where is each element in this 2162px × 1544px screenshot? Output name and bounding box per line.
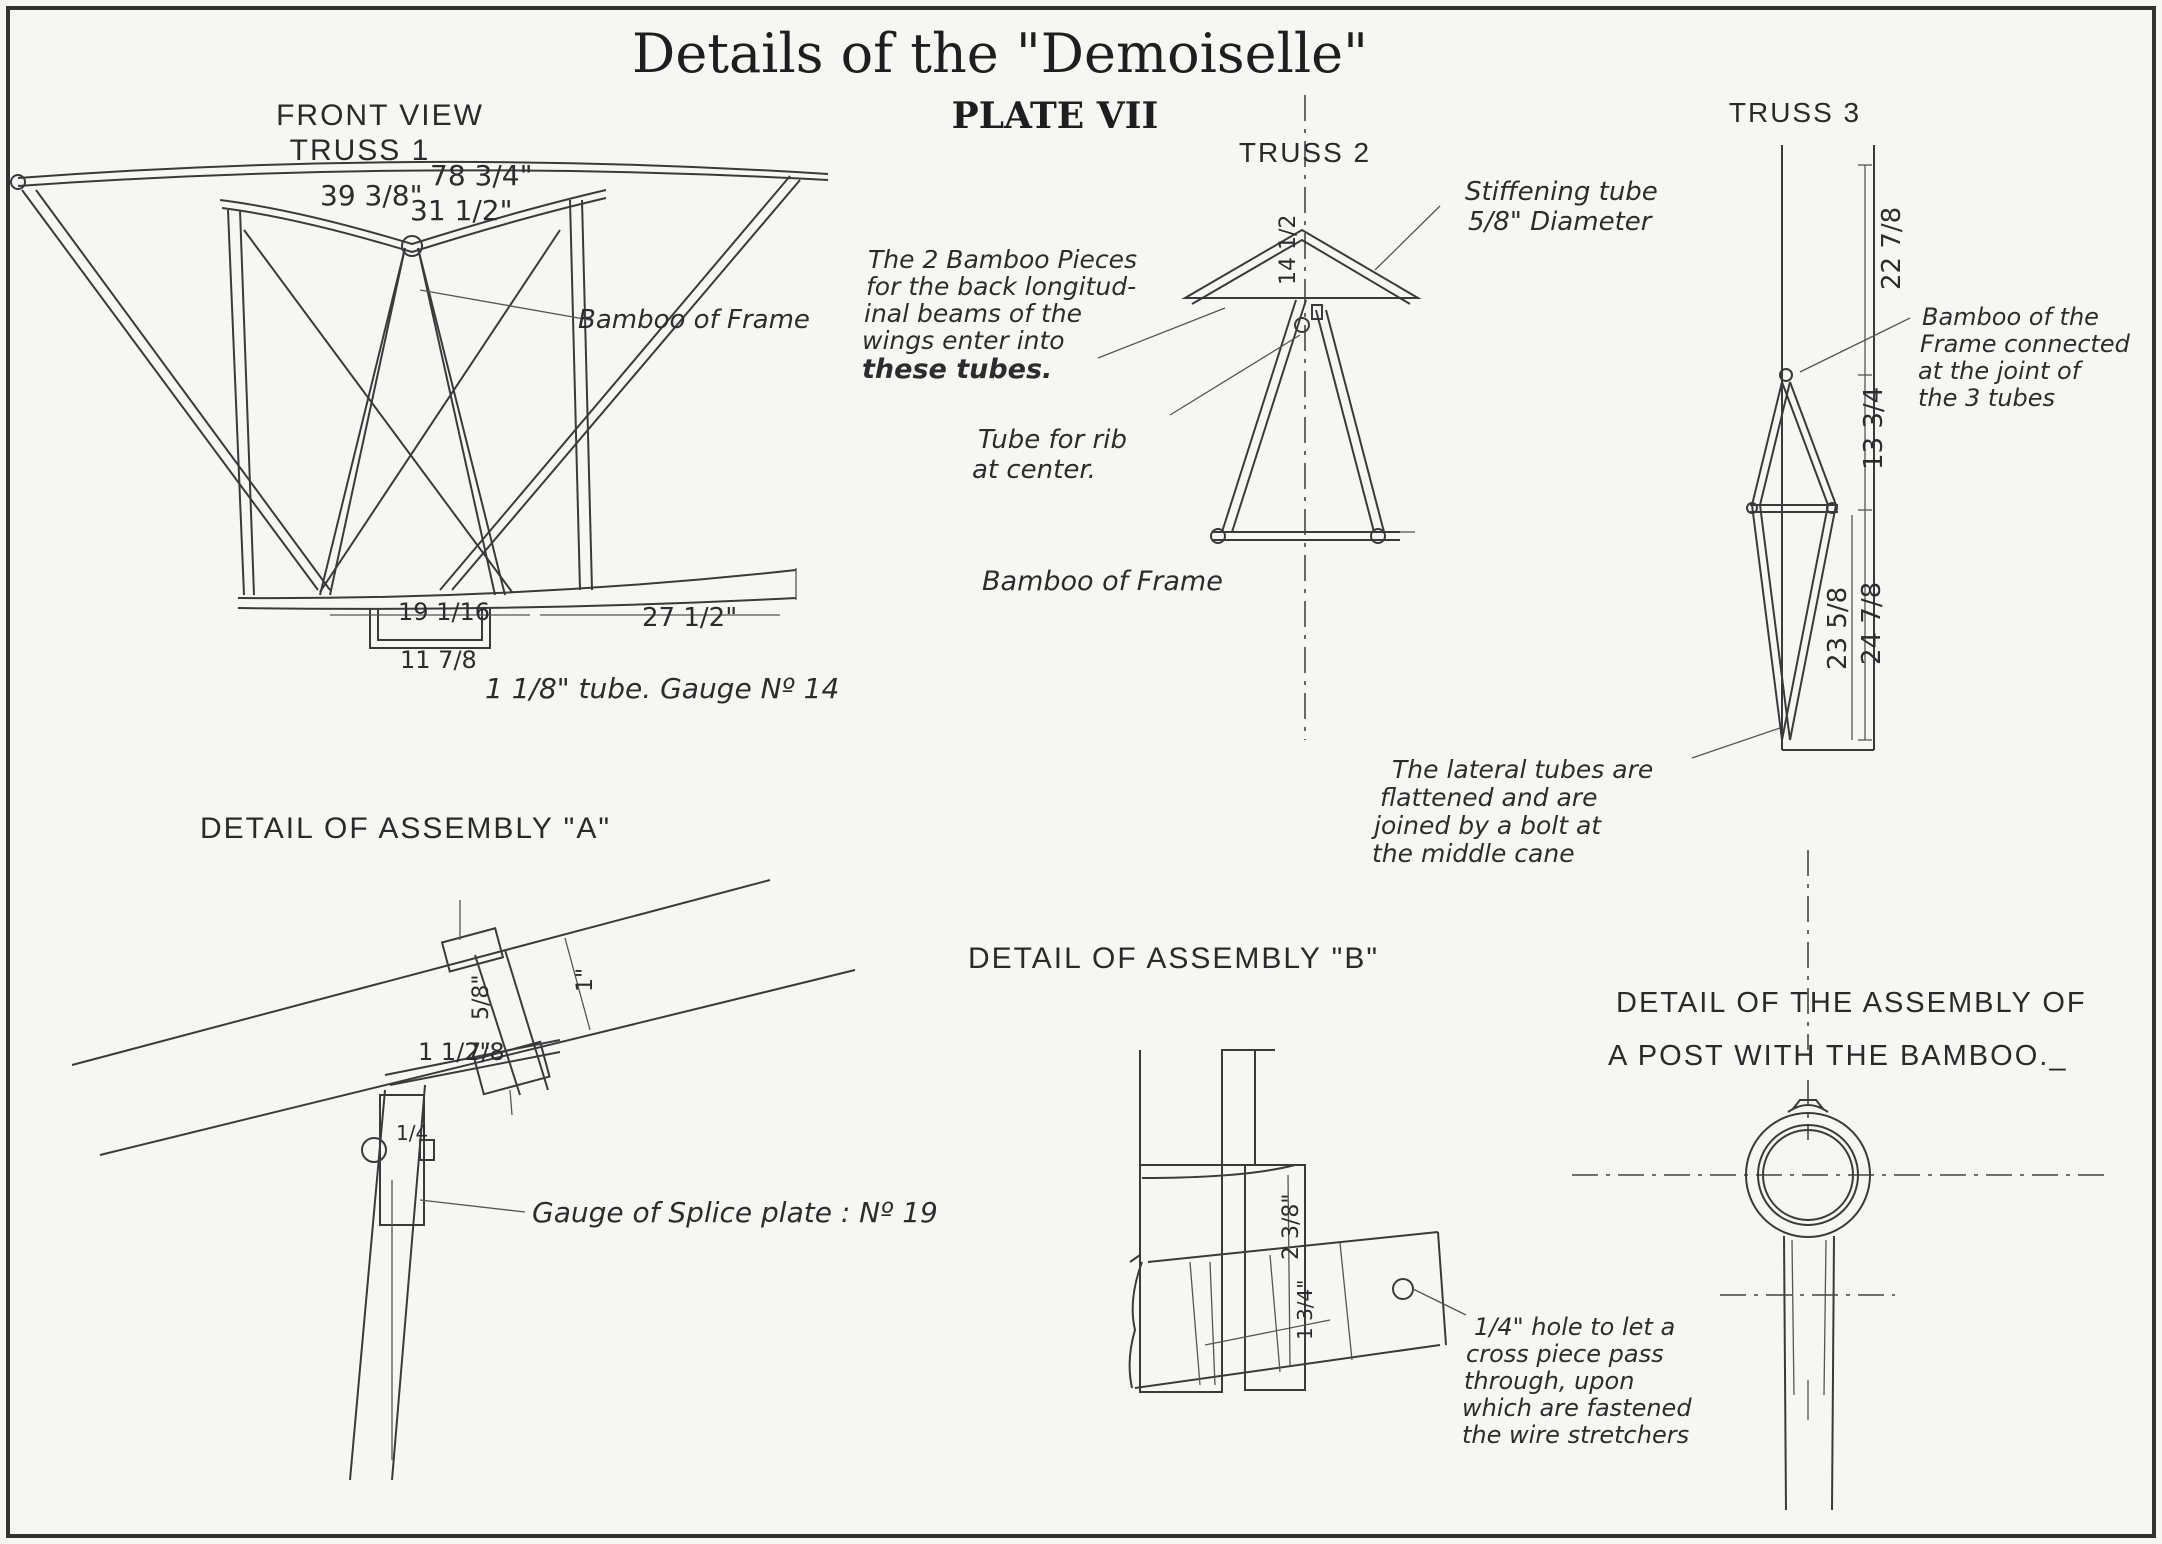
truss-3-frame [1691, 145, 1911, 1050]
hole-note-line-3: through, upon [1464, 1367, 1634, 1395]
truss-3-heading: TRUSS 3 [1729, 97, 1861, 128]
lateral-tubes-line-4: the middle cane [1372, 839, 1575, 868]
assembly-a-dim-1: 1" [573, 968, 598, 992]
lateral-tubes-line-2: flattened and are [1380, 783, 1597, 812]
truss-2-bamboo-frame: Bamboo of Frame [982, 566, 1223, 597]
truss-3-bamboo-line-4: the 3 tubes [1918, 384, 2055, 412]
truss-3-bamboo-line-1: Bamboo of the [1922, 303, 2099, 331]
assembly-b-dim-1: 2 3/8" [1279, 1193, 1304, 1260]
lateral-tubes-note: The lateral tubes are flattened and are … [1371, 755, 1653, 868]
truss-1-bamboo-label: Bamboo of Frame [578, 305, 810, 335]
truss-1-frame [10, 160, 829, 649]
hole-note-line-1: 1/4" hole to let a [1474, 1313, 1675, 1341]
truss-1-tube-note: 1 1/8" tube. Gauge Nº 14 [485, 672, 839, 705]
assembly-b-dim-2: 1 3/4" [1293, 1280, 1317, 1340]
assembly-a-drawing [71, 879, 856, 1481]
truss-2: TRUSS 2 Stiffening tube 5/8" Diameter 14… [862, 137, 1658, 597]
lateral-tubes-line-1: The lateral tubes are [1392, 755, 1653, 784]
lateral-tubes-line-3: joined by a bolt at [1371, 811, 1602, 840]
hole-note-line-5: the wire stretchers [1462, 1421, 1689, 1449]
plate-number: PLATE VII [952, 95, 1159, 137]
post-assembly-drawing [1572, 1080, 2110, 1511]
bamboo-pieces-line-4: wings enter into [862, 326, 1065, 355]
hole-note-line-4: which are fastened [1462, 1394, 1692, 1422]
plate-border [6, 6, 2156, 1538]
truss-1-dim-top: 78 3/4" [430, 159, 532, 192]
truss-3-bamboo-line-2: Frame connected [1920, 330, 2131, 358]
bamboo-pieces-note: The 2 Bamboo Pieces for the back longitu… [862, 245, 1137, 385]
front-view-heading: FRONT VIEW [276, 99, 484, 132]
bamboo-pieces-line-1: The 2 Bamboo Pieces [868, 245, 1137, 274]
post-assembly: DETAIL OF THE ASSEMBLY OF A POST WITH TH… [1572, 987, 2110, 1511]
splice-plate-note: Gauge of Splice plate : Nº 19 [532, 1196, 938, 1229]
bamboo-pieces-line-5: these tubes. [862, 354, 1052, 385]
stiffening-tube-diameter: 5/8" Diameter [1468, 207, 1654, 237]
assembly-b-drawing [1128, 1049, 1467, 1393]
truss-3: TRUSS 3 22 7/8 13 3/4 23 5/8 [1371, 97, 2131, 1050]
assembly-b-heading: DETAIL OF ASSEMBLY "B" [968, 942, 1379, 975]
assembly-a-dim-2: 5/8" [469, 974, 494, 1020]
assembly-a-dim-4: 7/8 [466, 1038, 505, 1066]
truss-2-dim-height: 14 1/2 [1276, 215, 1301, 285]
truss-1-dim-bottom-small: 11 7/8 [400, 646, 477, 674]
bamboo-pieces-line-2: for the back longitud- [866, 272, 1136, 301]
plate-title: Details of the "Demoiselle" [632, 22, 1368, 85]
assembly-b: DETAIL OF ASSEMBLY "B" 2 3/8" 1 3/4" [968, 942, 1692, 1449]
post-assembly-heading-2: A POST WITH THE BAMBOO._ [1608, 1040, 2067, 1072]
bamboo-pieces-line-3: inal beams of the [864, 299, 1082, 328]
truss-3-dim-lower-b: 24 7/8 [1857, 582, 1887, 665]
assembly-a: DETAIL OF ASSEMBLY "A" 1" 5/8" 1 1/2" 7/… [71, 812, 938, 1481]
truss-2-heading: TRUSS 2 [1239, 137, 1371, 168]
assembly-a-heading: DETAIL OF ASSEMBLY "A" [200, 812, 611, 845]
truss-1-dim-inner: 31 1/2" [410, 194, 512, 227]
front-view-truss-1: FRONT VIEW TRUSS 1 [10, 99, 839, 705]
assembly-a-dim-3: 1 1/2" [418, 1038, 491, 1066]
truss-1-dim-left: 39 3/8" [320, 179, 422, 212]
assembly-a-dim-5: 1/4 [396, 1121, 428, 1145]
hole-note: 1/4" hole to let a cross piece pass thro… [1462, 1313, 1692, 1449]
rib-tube-line-1: Tube for rib [978, 425, 1127, 455]
truss-3-bamboo-note: Bamboo of the Frame connected at the joi… [1918, 303, 2131, 412]
post-assembly-heading-1: DETAIL OF THE ASSEMBLY OF [1616, 987, 2087, 1019]
truss-2-frame [1097, 205, 1441, 544]
truss-3-dim-lower-a: 23 5/8 [1823, 587, 1853, 670]
rib-tube-line-2: at center. [972, 455, 1096, 485]
hole-note-line-2: cross piece pass [1466, 1340, 1664, 1368]
truss-3-dim-mid: 13 3/4 [1859, 387, 1889, 470]
truss-1-dim-bottom-center: 19 1/16 [398, 598, 490, 626]
truss-3-dim-top: 22 7/8 [1877, 207, 1907, 290]
truss-1-dim-bottom-right: 27 1/2" [642, 603, 737, 633]
stiffening-tube-label: Stiffening tube [1465, 177, 1658, 207]
truss-3-bamboo-line-3: at the joint of [1918, 357, 2084, 385]
